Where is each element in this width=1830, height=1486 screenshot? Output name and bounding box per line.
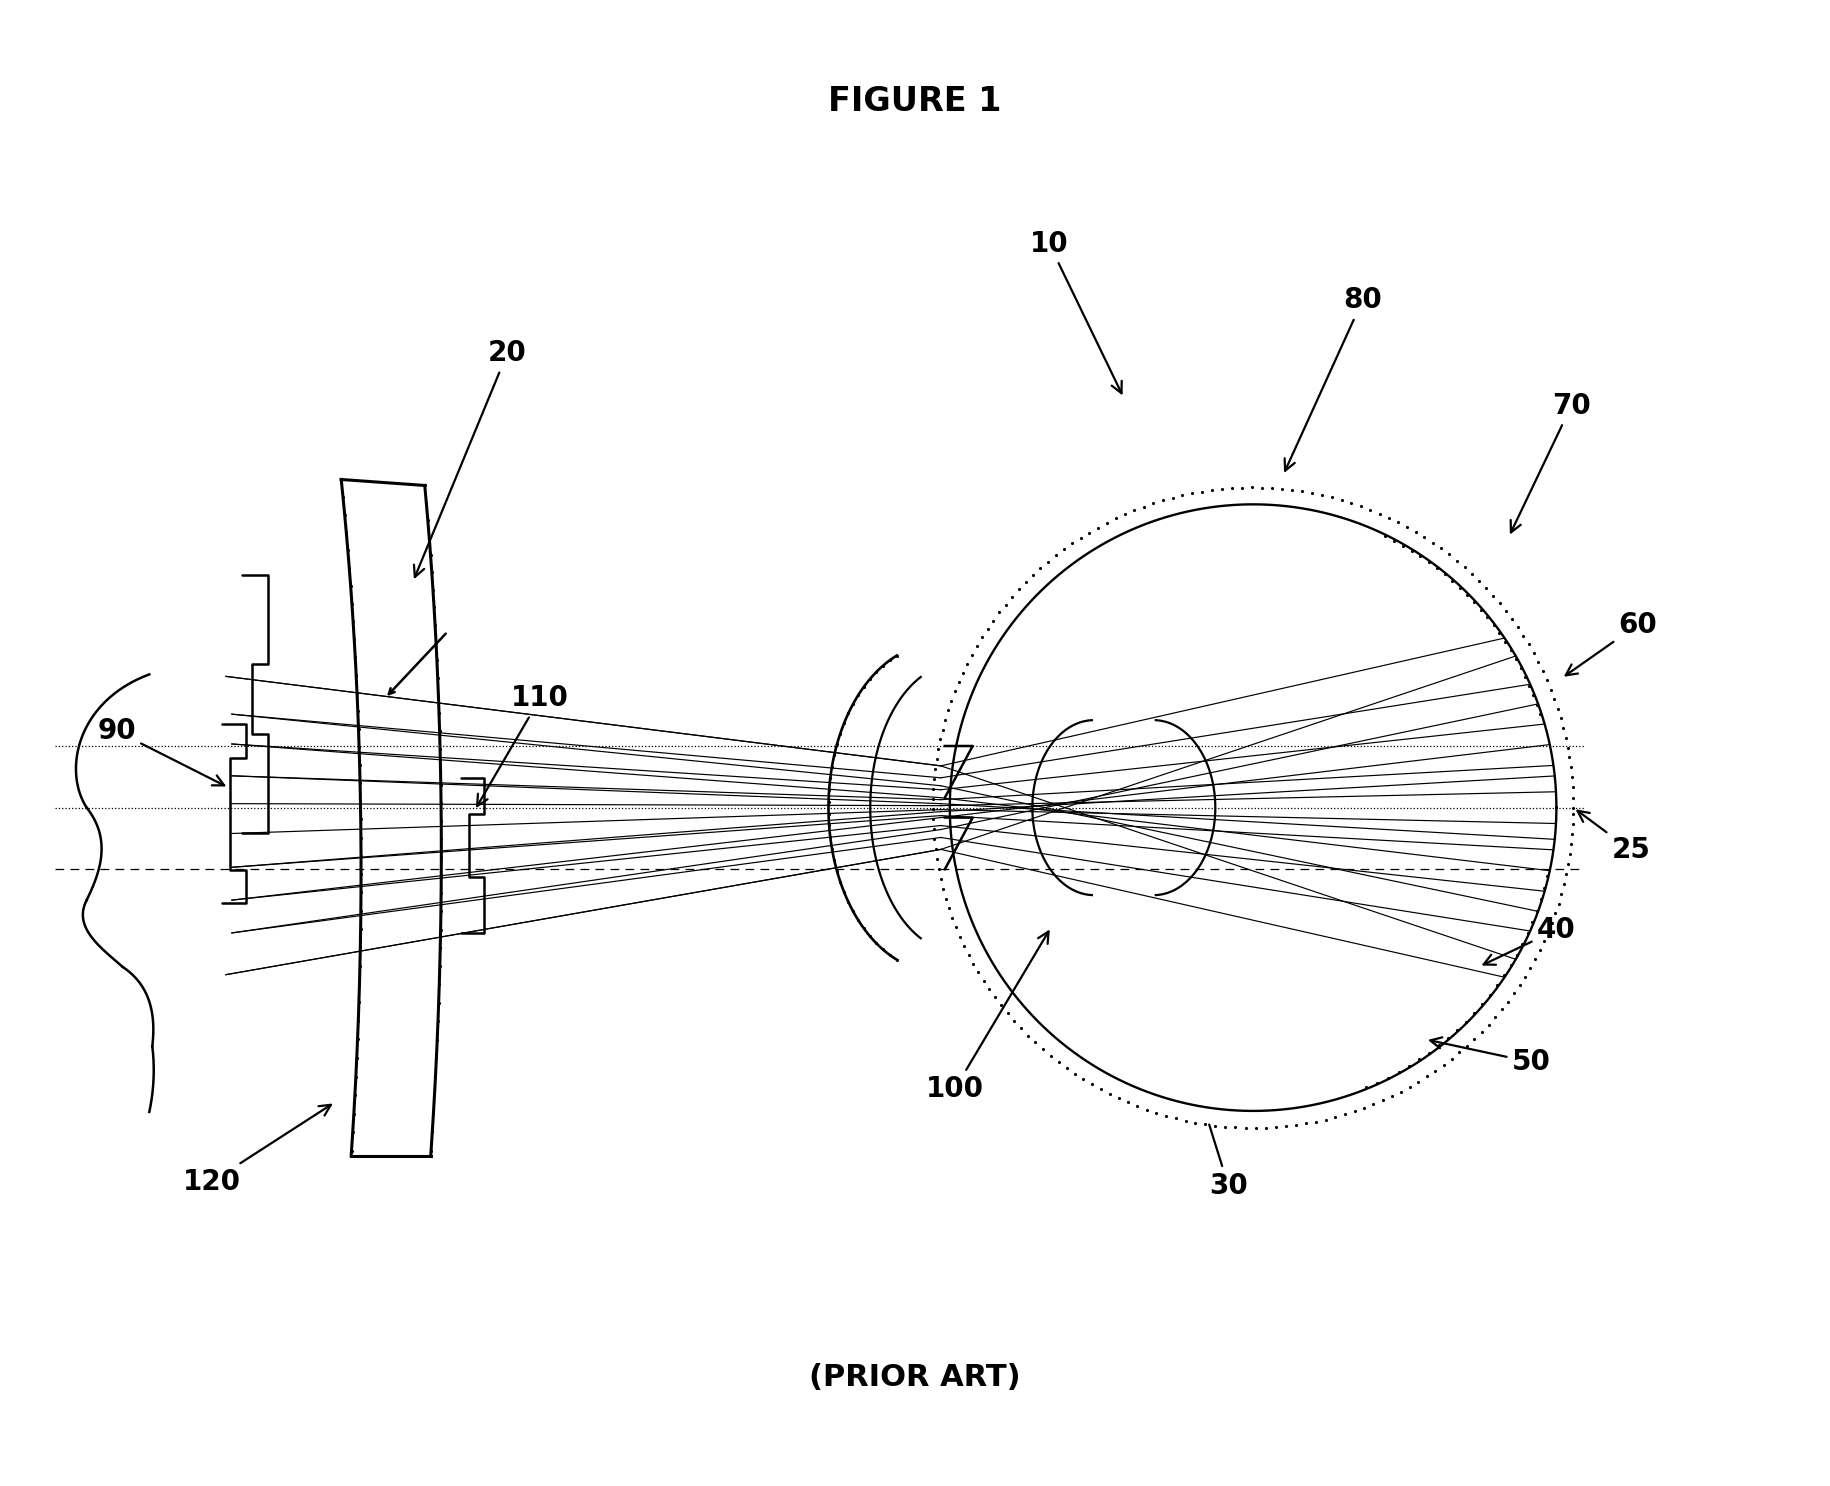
Text: 20: 20 (414, 339, 527, 577)
Text: 100: 100 (926, 932, 1049, 1103)
Text: 80: 80 (1285, 287, 1382, 471)
Text: 10: 10 (1028, 230, 1122, 394)
Text: (PRIOR ART): (PRIOR ART) (809, 1363, 1021, 1392)
Text: 90: 90 (97, 718, 223, 786)
Text: 70: 70 (1510, 392, 1590, 532)
Text: 110: 110 (478, 684, 569, 805)
Text: 50: 50 (1429, 1037, 1550, 1076)
Text: 60: 60 (1565, 611, 1656, 675)
Text: FIGURE 1: FIGURE 1 (827, 85, 1001, 117)
Text: 25: 25 (1577, 811, 1649, 865)
Text: 120: 120 (183, 1104, 331, 1196)
Text: 30: 30 (1208, 1125, 1246, 1199)
Text: 40: 40 (1482, 915, 1576, 964)
